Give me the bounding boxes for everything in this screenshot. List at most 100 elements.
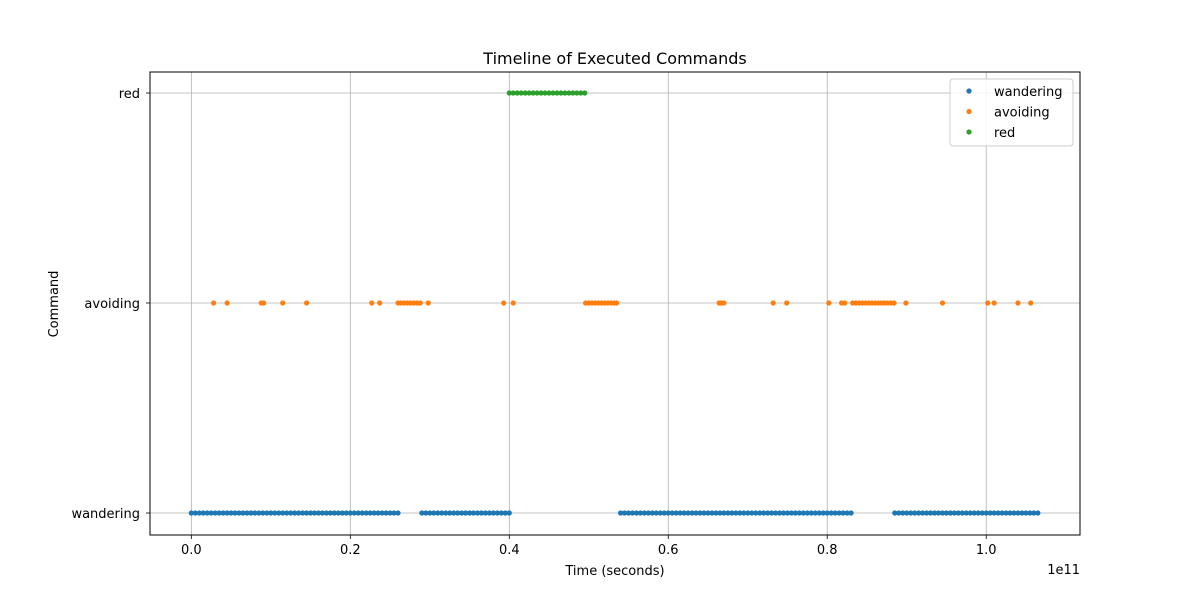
data-point-avoiding <box>510 300 516 306</box>
data-point-wandering <box>749 510 755 516</box>
y-axis-label: Command <box>47 271 62 338</box>
data-point-wandering <box>455 510 461 516</box>
data-point-wandering <box>657 510 663 516</box>
data-point-wandering <box>979 510 985 516</box>
data-point-wandering <box>200 510 206 516</box>
data-point-red <box>506 90 512 96</box>
data-point-avoiding <box>613 300 620 306</box>
data-point-wandering <box>645 510 651 516</box>
data-point-red <box>518 90 524 96</box>
data-point-avoiding <box>1028 300 1034 306</box>
data-point-wandering <box>816 510 822 516</box>
data-point-wandering <box>419 510 425 516</box>
data-point-wandering <box>498 510 504 516</box>
data-point-wandering <box>649 510 655 516</box>
data-point-wandering <box>319 510 326 516</box>
legend-label-red: red <box>994 126 1015 141</box>
data-point-red <box>538 90 544 96</box>
data-point-avoiding <box>721 300 727 306</box>
data-point-wandering <box>192 510 198 516</box>
data-point-avoiding <box>280 300 286 306</box>
data-point-avoiding <box>891 300 897 306</box>
data-point-red <box>558 90 564 96</box>
data-point-wandering <box>1003 510 1009 516</box>
y-axis-ticks: wandering avoiding red <box>71 87 150 522</box>
data-point-wandering <box>272 510 278 516</box>
data-point-red <box>578 90 584 96</box>
legend-marker-avoiding <box>966 108 972 115</box>
data-point-wandering <box>757 510 763 516</box>
data-point-avoiding <box>261 300 267 306</box>
data-point-wandering <box>808 510 814 516</box>
data-point-avoiding <box>784 300 790 306</box>
x-tick-label: 0.8 <box>817 543 838 558</box>
data-point-red <box>562 90 568 96</box>
data-point-wandering <box>753 510 759 516</box>
data-point-wandering <box>725 510 731 516</box>
data-point-wandering <box>1011 510 1017 516</box>
data-point-wandering <box>447 510 453 516</box>
data-point-wandering <box>788 510 795 516</box>
data-point-wandering <box>931 510 938 516</box>
data-point-wandering <box>733 510 739 516</box>
data-point-wandering <box>1019 510 1025 516</box>
legend-label-avoiding: avoiding <box>994 106 1050 121</box>
data-point-wandering <box>768 510 775 516</box>
data-point-wandering <box>236 510 242 516</box>
data-point-wandering <box>252 510 258 516</box>
data-point-wandering <box>466 510 473 516</box>
data-point-wandering <box>892 510 898 516</box>
y-tick-label: avoiding <box>84 297 140 312</box>
data-point-wandering <box>761 510 767 516</box>
data-point-wandering <box>486 510 493 516</box>
data-point-wandering <box>387 510 393 516</box>
data-point-wandering <box>228 510 234 516</box>
data-point-wandering <box>359 510 365 516</box>
data-point-wandering <box>383 510 389 516</box>
data-point-wandering <box>216 510 222 516</box>
data-point-wandering <box>661 510 667 516</box>
data-point-avoiding <box>770 300 776 306</box>
data-point-red <box>546 90 552 96</box>
data-point-wandering <box>351 510 357 516</box>
data-point-wandering <box>927 510 934 516</box>
data-point-wandering <box>1027 510 1033 516</box>
data-point-wandering <box>920 510 926 516</box>
data-point-wandering <box>474 510 481 516</box>
y-tick-label: red <box>119 87 140 102</box>
data-point-red <box>566 90 572 96</box>
data-point-avoiding <box>210 300 217 306</box>
data-point-wandering <box>458 510 465 516</box>
data-point-avoiding <box>417 300 423 306</box>
data-point-wandering <box>347 510 353 516</box>
data-point-wandering <box>840 510 846 516</box>
data-point-avoiding <box>501 300 507 306</box>
data-point-wandering <box>355 510 361 516</box>
data-point-wandering <box>451 510 457 516</box>
data-point-wandering <box>1031 510 1037 516</box>
data-point-wandering <box>395 510 401 516</box>
data-point-wandering <box>709 510 715 516</box>
data-point-wandering <box>327 510 334 516</box>
data-point-wandering <box>1035 510 1041 516</box>
legend-label-wandering: wandering <box>994 85 1063 100</box>
data-point-avoiding <box>224 300 230 306</box>
data-point-wandering <box>995 510 1001 516</box>
data-point-wandering <box>804 510 810 516</box>
data-point-wandering <box>637 510 644 516</box>
data-point-wandering <box>780 510 787 516</box>
data-point-wandering <box>296 510 302 516</box>
data-point-avoiding <box>303 300 310 306</box>
data-point-wandering <box>315 510 322 516</box>
data-point-wandering <box>196 510 202 516</box>
data-point-wandering <box>204 510 210 516</box>
data-point-wandering <box>916 510 922 516</box>
data-point-wandering <box>339 510 345 516</box>
legend-box <box>949 78 1074 147</box>
data-point-wandering <box>701 510 707 516</box>
data-point-avoiding <box>842 300 848 306</box>
data-point-wandering <box>391 510 397 516</box>
data-point-wandering <box>971 510 977 516</box>
data-point-wandering <box>303 510 310 516</box>
data-point-wandering <box>311 510 318 516</box>
